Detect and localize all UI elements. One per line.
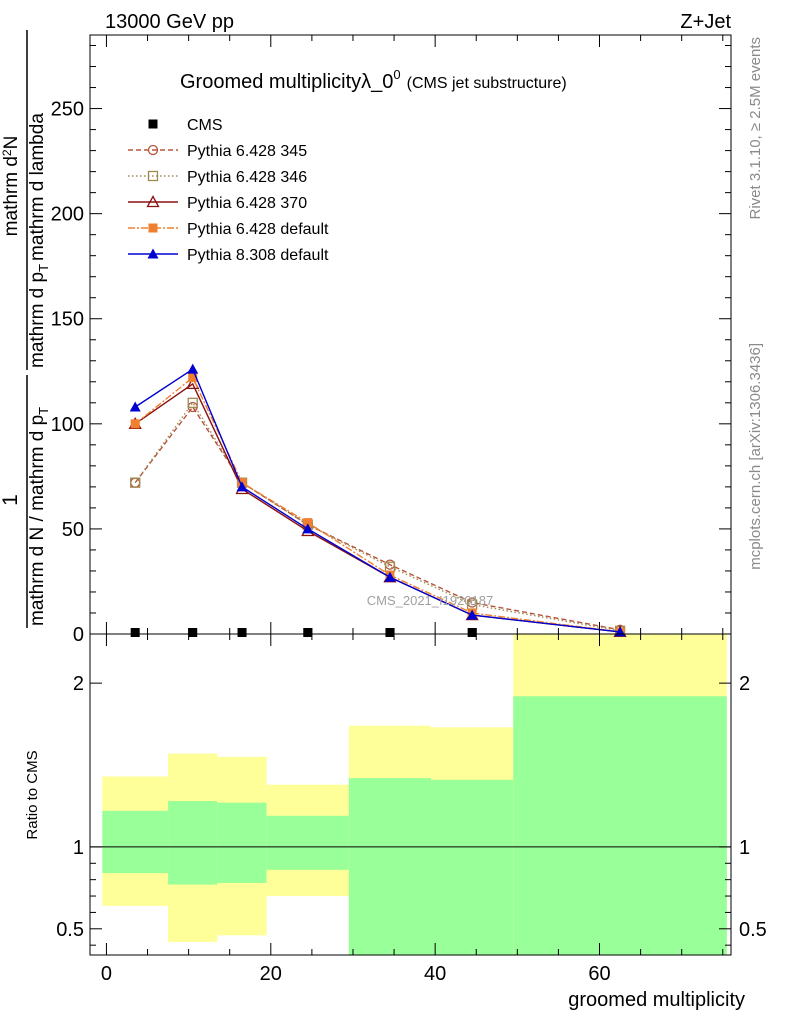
ratio-y-label: Ratio to CMS	[24, 750, 41, 839]
ratio-band-green-2	[217, 802, 267, 883]
series-5-point-3	[302, 523, 314, 534]
series-5-point-4	[384, 571, 396, 582]
ratio-bands	[102, 634, 727, 955]
side-label-mcplots: mcplots.cern.ch [arXiv:1306.3436]	[747, 343, 764, 570]
legend-label-1: Pythia 6.428 345	[187, 143, 307, 160]
series-4-point-0	[130, 419, 140, 429]
chart-title-sup: 0	[393, 67, 400, 82]
ratio-band-green-5	[431, 779, 514, 955]
main-ytick-label-50: 50	[62, 519, 84, 541]
ylabel-denominator-right: mathrm d pTmathrm d lambda	[27, 113, 51, 368]
ratio-ytick-label-right-0.5: 0.5	[739, 919, 767, 941]
series-4-point-3	[303, 518, 313, 528]
main-series	[128, 363, 627, 638]
series-0-point-1	[188, 628, 198, 637]
ratio-band-green-6	[513, 696, 727, 955]
chart-title: Groomed multiplicityλ_00 (CMS jet substru…	[180, 67, 567, 93]
main-ytick-label-150: 150	[51, 309, 84, 331]
ratio-ytick-label-right-1: 1	[739, 837, 750, 859]
series-0-point-5	[467, 628, 477, 637]
legend-marker-4	[148, 223, 158, 233]
series-2-point-0	[130, 477, 141, 488]
series-5-point-5	[466, 609, 478, 620]
legend: CMS Pythia 6.428 345 Pythia 6.428 346 Pythi…	[128, 117, 329, 264]
legend-marker-1	[147, 144, 159, 156]
ylabel-numerator-right: mathrm d2N	[0, 136, 22, 237]
ratio-plot-frame	[89, 633, 732, 956]
legend-marker-5	[147, 248, 159, 259]
ratio-ytick-label-0.5: 0.5	[56, 919, 84, 941]
series-line-2	[134, 401, 621, 632]
ratio-band-green-3	[266, 815, 349, 870]
legend-label-5: Pythia 8.308 default	[187, 247, 329, 264]
axis-ticks: 0 50 100 150 200 250 0 20 40 60 0.5 0.5 1 1 2 2	[51, 35, 767, 985]
series-5-point-2	[236, 481, 248, 492]
chart-title-main: Groomed multiplicityλ_0	[180, 71, 393, 93]
series-0-point-2	[237, 628, 247, 637]
ratio-ytick-label-right-2: 2	[739, 673, 750, 695]
series-0-point-3	[303, 628, 313, 637]
ratio-band-green-4	[348, 778, 432, 955]
series-5-point-0	[129, 401, 141, 412]
main-ytick-label-250: 250	[51, 99, 84, 121]
legend-label-2: Pythia 6.428 346	[187, 169, 307, 186]
ratio-ytick-label-1: 1	[73, 837, 84, 859]
plot-frames	[89, 34, 732, 956]
series-0-point-4	[385, 628, 395, 637]
watermark: CMS_2021_I1920187	[367, 593, 494, 608]
series-0-point-0	[130, 628, 140, 637]
series-4-point-1	[188, 373, 198, 383]
x-axis-label: groomed multiplicity	[568, 989, 745, 1011]
ylabel-denominator: mathrm d N / mathrm d pT	[27, 407, 51, 626]
ratio-xtick-label-60: 60	[588, 963, 610, 985]
legend-label-3: Pythia 6.428 370	[187, 195, 307, 212]
series-2-point-4	[384, 561, 396, 572]
legend-marker-0	[148, 119, 158, 129]
ratio-xtick-label-40: 40	[424, 963, 446, 985]
legend-marker-2	[147, 170, 159, 182]
ratio-band-green-1	[168, 801, 218, 885]
ratio-xtick-label-0: 0	[101, 963, 112, 985]
y-axis-label: 1 mathrm d N / mathrm d pT mathrm d2N ma…	[0, 30, 51, 628]
side-label-rivet: Rivet 3.1.10, ≥ 2.5M events	[747, 37, 764, 220]
main-ytick-label-200: 200	[51, 204, 84, 226]
header-left: 13000 GeV pp	[105, 11, 234, 33]
series-2-point-1	[187, 397, 198, 408]
ratio-band-green-0	[102, 810, 169, 874]
main-ytick-label-100: 100	[51, 414, 84, 436]
legend-label-4: Pythia 6.428 default	[187, 221, 329, 238]
ratio-ytick-label-2: 2	[73, 673, 84, 695]
series-5-point-1	[187, 363, 199, 374]
chart-title-suffix: (CMS jet substructure)	[407, 75, 567, 92]
ratio-xtick-label-20: 20	[260, 963, 282, 985]
legend-label-0: CMS	[187, 117, 223, 134]
legend-marker-3	[146, 195, 160, 208]
main-ytick-label-0: 0	[73, 624, 84, 646]
ylabel-one: 1	[0, 494, 22, 506]
header-right: Z+Jet	[680, 11, 731, 33]
